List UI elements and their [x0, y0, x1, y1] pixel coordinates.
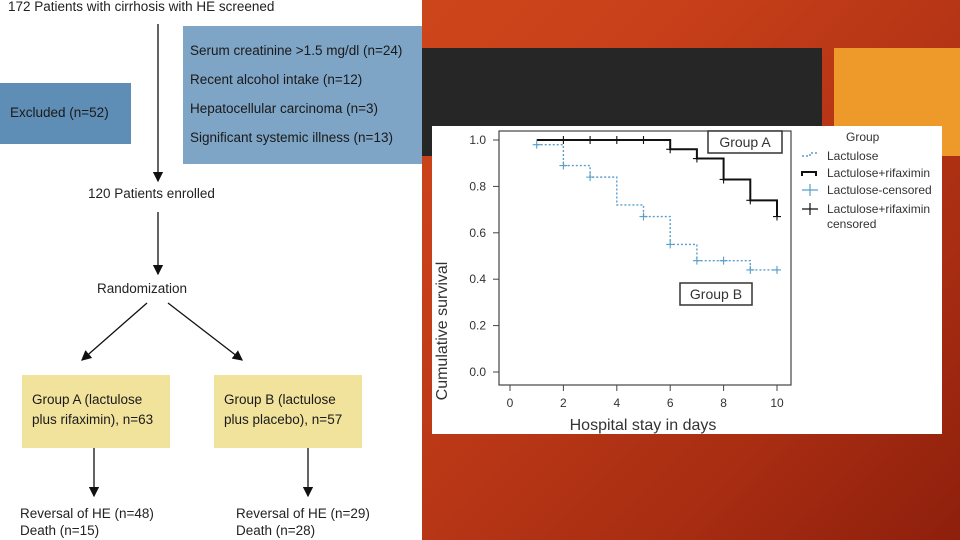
- censor-mark: [612, 136, 621, 144]
- exclusion-reason: Hepatocellular carcinoma (n=3): [190, 101, 378, 116]
- y-axis-label: Cumulative survival: [434, 262, 451, 401]
- group-b-line1: Group B (lactulose: [224, 392, 336, 407]
- y-tick-label: 0.2: [469, 319, 486, 333]
- censor-mark: [586, 173, 595, 182]
- plot-border: [498, 130, 792, 386]
- censor-mark: [692, 256, 701, 265]
- y-tick-label: 0.0: [469, 365, 486, 379]
- group-b-line2: plus placebo), n=57: [224, 412, 343, 427]
- legend-item-rifaximin: Lactulose+rifaximin: [827, 166, 930, 180]
- x-tick-label: 10: [770, 396, 784, 410]
- censor-mark: [692, 154, 701, 163]
- arrow-randomization-to-group-b: [167, 302, 244, 361]
- censor-mark: [586, 136, 595, 144]
- legend-item-rifaximin-censored-2: censored: [827, 217, 876, 231]
- y-tick-label: 0.4: [469, 272, 486, 286]
- y-tick-label: 1.0: [469, 133, 486, 147]
- legend-item-lactulose: Lactulose: [827, 149, 879, 163]
- x-axis-label: Hospital stay in days: [570, 417, 717, 434]
- x-tick-label: 0: [507, 396, 514, 410]
- chart-axes: [498, 130, 792, 386]
- group-a-line1: Group A (lactulose: [32, 392, 143, 407]
- chart-legend: Group Lactulose Lactulose+rifaximin Lact…: [801, 130, 932, 231]
- outcome-b-reversal: Reversal of HE (n=29): [236, 506, 370, 521]
- outcome-b-death: Death (n=28): [236, 523, 316, 538]
- censor-mark: [639, 136, 648, 144]
- enrolled-label: 120 Patients enrolled: [88, 186, 215, 201]
- exclusion-reason: Serum creatinine >1.5 mg/dl (n=24): [190, 43, 403, 58]
- chart-censor-marks: [532, 136, 781, 274]
- group-b-annotation: Group B: [690, 286, 742, 302]
- series-line-lactulose: [536, 143, 777, 271]
- group-b-box: Group B (lactulose plus placebo), n=57: [214, 375, 362, 448]
- flowchart-arrows: [81, 24, 314, 498]
- group-a-line2: plus rifaximin), n=63: [32, 412, 154, 427]
- outcome-a-reversal: Reversal of HE (n=48): [20, 506, 154, 521]
- randomization-label: Randomization: [97, 281, 188, 296]
- legend-swatch-rifaximin-censored: [802, 203, 818, 215]
- y-tick-label: 0.6: [469, 226, 486, 240]
- exclusion-reason: Recent alcohol intake (n=12): [190, 72, 363, 87]
- legend-swatch-lactulose: [802, 152, 818, 157]
- y-tick-label: 0.8: [469, 179, 486, 193]
- group-b-annotation-box: [679, 282, 753, 306]
- censor-mark: [773, 265, 781, 274]
- excluded-label: Excluded (n=52): [10, 105, 109, 120]
- legend-item-rifaximin-censored-1: Lactulose+rifaximin: [827, 202, 930, 216]
- x-tick-label: 8: [720, 396, 727, 410]
- excluded-box: Excluded (n=52): [0, 83, 131, 144]
- exclusion-reason: Significant systemic illness (n=13): [190, 130, 393, 145]
- censor-mark: [639, 212, 648, 221]
- group-a-box: Group A (lactulose plus rifaximin), n=63: [22, 375, 170, 448]
- exclusion-reasons-box: Serum creatinine >1.5 mg/dl (n=24) Recen…: [183, 26, 422, 164]
- outcome-a-death: Death (n=15): [20, 523, 100, 538]
- censor-mark: [666, 240, 675, 249]
- survival-chart-panel: 0 2 4 6 8 10 0.0 0.2 0.4 0.6 0.8 1.0 Cumulative sur…: [432, 126, 942, 434]
- legend-swatch-rifaximin: [801, 171, 817, 176]
- censor-mark: [559, 161, 568, 170]
- censor-mark: [719, 175, 728, 184]
- chart-series: [536, 139, 778, 271]
- censor-mark: [746, 265, 755, 274]
- censor-mark: [666, 145, 675, 154]
- legend-item-lactulose-censored: Lactulose-censored: [827, 183, 932, 197]
- chart-ticks: 0 2 4 6 8 10 0.0 0.2 0.4 0.6 0.8 1.0: [469, 133, 784, 410]
- arrow-randomization-to-group-a: [81, 302, 148, 361]
- legend-swatch-lactulose-censored: [802, 184, 818, 196]
- censor-mark: [746, 196, 755, 205]
- survival-chart: 0 2 4 6 8 10 0.0 0.2 0.4 0.6 0.8 1.0 Cumulative sur…: [434, 130, 932, 434]
- x-tick-label: 6: [667, 396, 674, 410]
- flowchart-panel: 172 Patients with cirrhosis with HE scre…: [0, 0, 422, 540]
- censor-mark: [559, 136, 568, 144]
- screened-label: 172 Patients with cirrhosis with HE scre…: [8, 0, 275, 14]
- censor-mark: [532, 140, 541, 149]
- group-a-annotation-box: [707, 130, 783, 154]
- group-a-annotation: Group A: [719, 134, 771, 150]
- censor-mark: [773, 212, 781, 221]
- x-tick-label: 4: [613, 396, 620, 410]
- x-tick-label: 2: [560, 396, 567, 410]
- legend-title: Group: [846, 130, 880, 144]
- censor-mark: [719, 256, 728, 265]
